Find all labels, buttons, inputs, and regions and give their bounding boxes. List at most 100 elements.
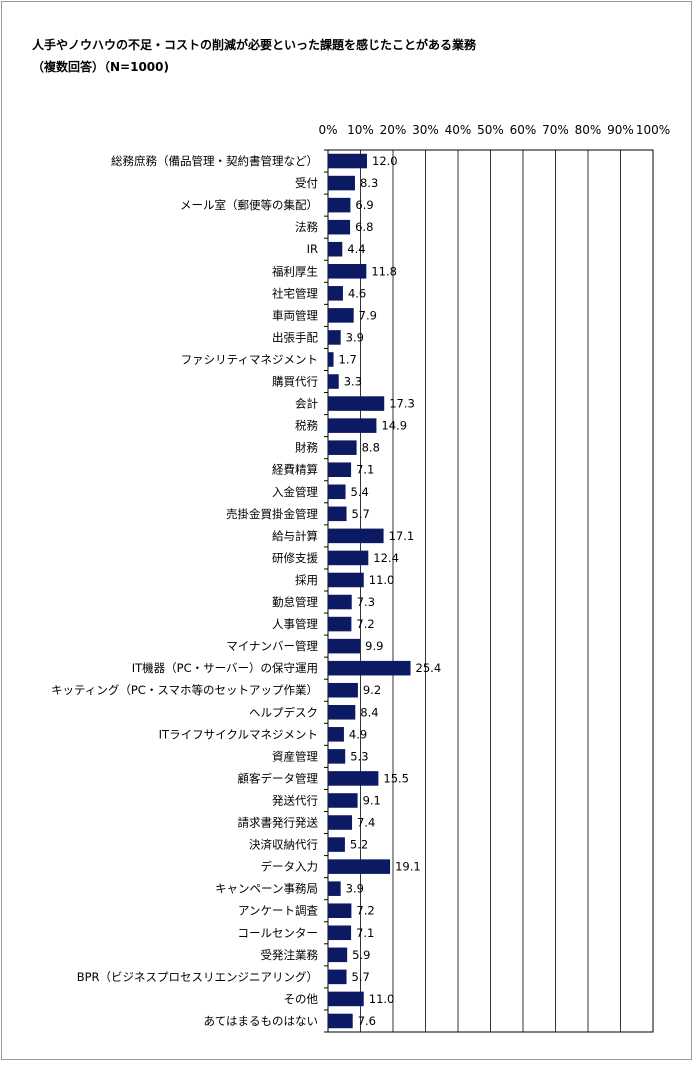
x-tick-label: 0%: [318, 123, 337, 137]
value-label: 1.7: [339, 352, 357, 366]
value-label: 8.3: [360, 176, 378, 190]
x-tick-label: 50%: [477, 123, 504, 137]
value-label: 9.2: [363, 683, 381, 697]
bar: [328, 771, 379, 786]
category-label: 受付: [295, 176, 318, 190]
category-label: 給与計算: [272, 529, 318, 543]
category-label: 受発注業務: [261, 948, 319, 962]
bar: [328, 418, 377, 433]
x-tick-label: 10%: [347, 123, 374, 137]
bar: [328, 815, 353, 830]
bar: [328, 330, 341, 345]
value-label: 6.8: [355, 220, 373, 234]
bar: [328, 903, 352, 919]
chart-subtitle: （複数回答）（N=1000): [32, 60, 169, 74]
chart-title: 人手やノウハウの不足・コストの削減が必要といった課題を感じたことがある業務: [32, 38, 477, 52]
bar: [328, 704, 356, 720]
value-label: 5.9: [352, 948, 370, 962]
bar: [328, 374, 339, 389]
bar: [328, 837, 345, 852]
value-label: 3.9: [346, 330, 364, 344]
category-label: ファシリティマネジメント: [181, 352, 318, 366]
category-label: 資産管理: [272, 749, 318, 763]
value-label: 5.3: [350, 749, 368, 763]
category-label: 顧客データ管理: [238, 771, 319, 785]
bar: [328, 528, 384, 544]
bar: [328, 616, 352, 632]
category-label: 車両管理: [272, 308, 318, 322]
bars: [328, 153, 411, 1029]
category-label: ヘルプデスク: [249, 705, 318, 719]
value-label: 3.9: [346, 882, 364, 896]
value-label: 11.8: [371, 264, 397, 278]
value-label: 9.1: [363, 793, 381, 807]
bar: [328, 197, 351, 213]
category-label: メール室（郵便等の集配）: [180, 198, 318, 212]
value-label: 11.0: [369, 573, 395, 587]
x-tick-label: 80%: [575, 123, 602, 137]
bar: [328, 727, 344, 742]
value-label: 15.5: [383, 771, 409, 785]
category-label: 社宅管理: [272, 286, 318, 300]
x-tick-label: 30%: [412, 123, 439, 137]
category-label: 会計: [295, 397, 318, 411]
bar: [328, 153, 367, 169]
bar: [328, 219, 351, 235]
value-label: 5.7: [352, 507, 370, 521]
value-label: 7.9: [359, 308, 377, 322]
bar: [328, 660, 411, 676]
bar: [328, 947, 348, 963]
value-label: 7.3: [357, 595, 375, 609]
category-label: IT機器（PC・サーバー）の保守運用: [132, 661, 318, 675]
x-tick-label: 70%: [542, 123, 569, 137]
value-label: 7.1: [356, 926, 374, 940]
bar: [328, 1013, 353, 1029]
bar: [328, 286, 343, 301]
x-tick-label: 90%: [607, 123, 634, 137]
bar: [328, 991, 364, 1007]
bar: [328, 396, 385, 411]
x-tick-label: 20%: [380, 123, 407, 137]
category-label: 経費精算: [272, 463, 318, 477]
value-label: 14.9: [381, 419, 407, 433]
value-label: 8.4: [360, 705, 378, 719]
bar: [328, 550, 369, 566]
category-label: BPR（ビジネスプロセスリエンジニアリング）: [77, 970, 318, 984]
value-label: 7.4: [357, 816, 375, 830]
category-label: 購買代行: [272, 375, 318, 389]
value-label: 17.1: [389, 529, 415, 543]
bar: [328, 572, 364, 588]
value-label: 4.6: [348, 286, 366, 300]
bar: [328, 241, 343, 257]
category-label: IR: [307, 242, 318, 256]
gridlines: [327, 150, 654, 1032]
value-label: 5.4: [351, 485, 369, 499]
bar: [328, 638, 361, 654]
value-label: 7.1: [356, 463, 374, 477]
bar: [328, 440, 357, 455]
value-label: 5.2: [350, 838, 368, 852]
bar: [328, 594, 352, 610]
bar: [328, 925, 352, 941]
category-label: マイナンバー管理: [226, 639, 318, 653]
value-label: 12.4: [373, 551, 399, 565]
category-label: 総務庶務（備品管理・契約書管理など）: [111, 154, 318, 168]
bar: [328, 308, 354, 323]
bar: [328, 969, 347, 985]
x-tick-label: 40%: [445, 123, 472, 137]
value-label: 12.0: [372, 154, 398, 168]
value-labels: 12.0 8.3 6.9 6.8 4.4 11.8 4.6 7.9 3.9 1.7 3.3 17.3 1…: [339, 154, 442, 1028]
category-label: 勤怠管理: [272, 595, 318, 609]
value-label: 4.9: [349, 727, 367, 741]
bar: [328, 506, 347, 522]
bar: [328, 859, 391, 874]
value-label: 9.9: [365, 639, 383, 653]
value-label: 19.1: [395, 860, 421, 874]
value-label: 7.2: [356, 617, 374, 631]
value-label: 25.4: [416, 661, 442, 675]
x-tick-label: 100%: [636, 123, 670, 137]
value-label: 3.3: [344, 375, 362, 389]
category-label: アンケート調査: [238, 904, 319, 918]
